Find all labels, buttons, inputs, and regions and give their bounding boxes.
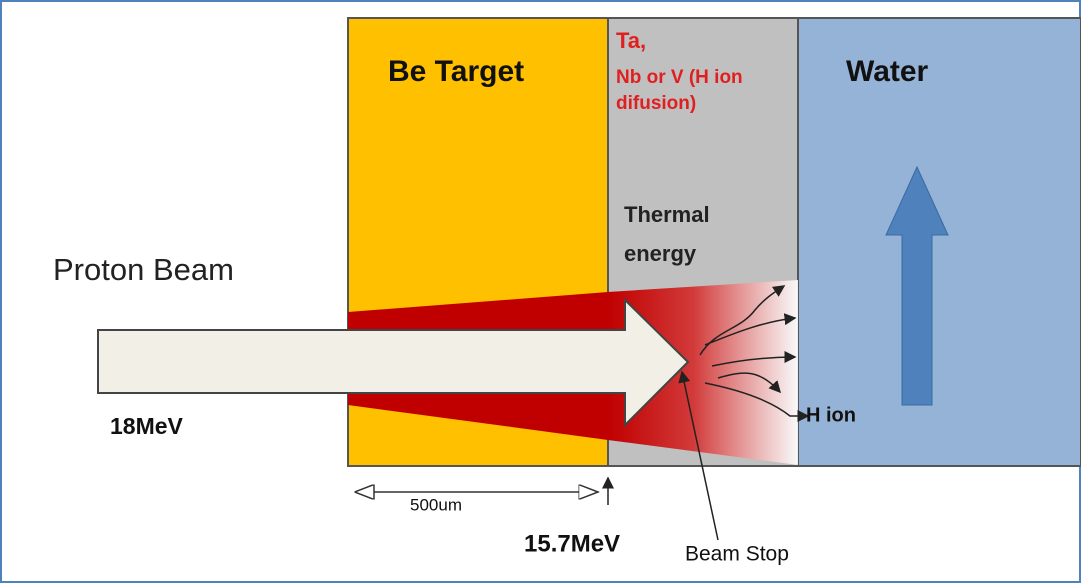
label: energy	[624, 241, 697, 266]
label: Be Target	[388, 55, 524, 88]
label: difusion)	[616, 93, 696, 114]
water	[798, 18, 1081, 466]
label: Water	[846, 55, 929, 88]
label: Ta,	[616, 28, 646, 53]
label: 15.7MeV	[524, 530, 620, 557]
label: Thermal	[624, 202, 710, 227]
label: Proton Beam	[53, 252, 234, 287]
label: H ion	[806, 404, 856, 426]
label: Nb or V (H ion	[616, 67, 743, 88]
diagram: Be Target Ta, Nb or V (H ion difusion) W…	[0, 0, 1081, 583]
label: Beam Stop	[685, 543, 789, 566]
label: 500um	[410, 495, 462, 514]
label: 18MeV	[110, 413, 184, 439]
